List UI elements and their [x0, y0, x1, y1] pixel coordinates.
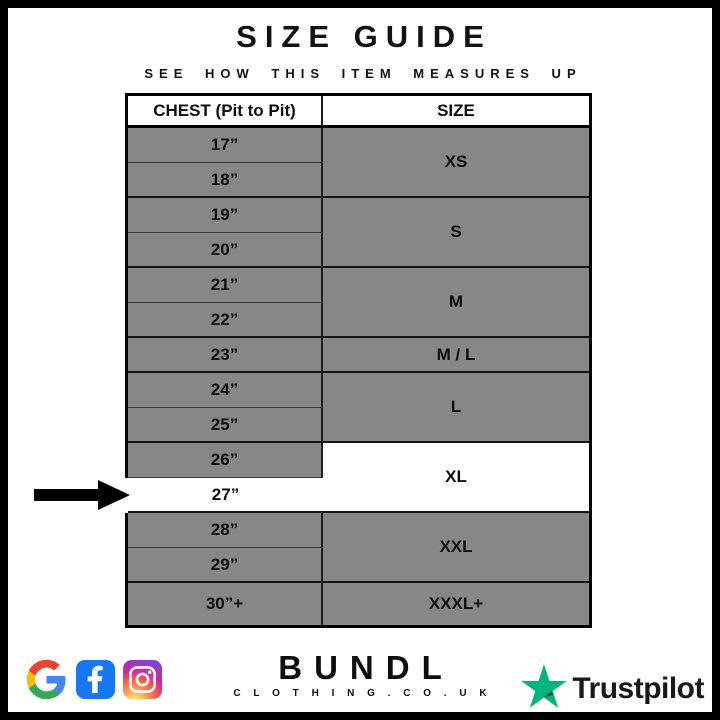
brand-name: BUNDL — [278, 649, 454, 686]
chest-cell: 28” — [128, 513, 323, 548]
size-cell: L — [323, 373, 589, 443]
size-table: CHEST (Pit to Pit) SIZE 17” 18” XS 19” 20” S 2… — [125, 93, 592, 628]
chest-cell: 21” — [128, 268, 323, 303]
size-cell: XXXL+ — [323, 583, 589, 625]
chest-cell: 19” — [128, 198, 323, 233]
facebook-icon — [76, 660, 115, 704]
chest-cell: 25” — [128, 408, 323, 443]
social-icons — [25, 658, 162, 706]
instagram-icon — [123, 660, 162, 704]
chest-cell: 30”+ — [128, 583, 323, 625]
google-icon — [25, 658, 68, 706]
size-table-wrap: CHEST (Pit to Pit) SIZE 17” 18” XS 19” 20” S 2… — [125, 93, 592, 628]
page-title: SIZE GUIDE — [236, 19, 492, 54]
highlight-arrow-icon — [34, 480, 130, 515]
chest-cell: 29” — [128, 548, 323, 583]
chest-cell: 22” — [128, 303, 323, 338]
size-cell: M / L — [323, 338, 589, 373]
trustpilot-logo: Trustpilot — [521, 664, 704, 712]
column-header-chest: CHEST (Pit to Pit) — [128, 96, 323, 128]
trustpilot-star-icon — [521, 664, 568, 712]
trustpilot-wordmark: Trustpilot — [572, 671, 704, 705]
chest-cell: 24” — [128, 373, 323, 408]
size-cell: XXL — [323, 513, 589, 583]
size-cell: XS — [323, 128, 589, 198]
brand-logo: BUNDL C L O T H I N G . C O . U K — [228, 649, 491, 699]
chest-cell: 20” — [128, 233, 323, 268]
size-cell: M — [323, 268, 589, 338]
column-header-size: SIZE — [323, 96, 589, 128]
size-cell: S — [323, 198, 589, 268]
chest-cell: 18” — [128, 163, 323, 198]
chest-cell: 23” — [128, 338, 323, 373]
chest-cell: 17” — [128, 128, 323, 163]
chest-cell: 27” — [128, 478, 323, 513]
brand-subtext: C L O T H I N G . C O . U K — [233, 688, 492, 699]
size-cell: XL — [323, 443, 589, 513]
page-subtitle: SEE HOW THIS ITEM MEASURES UP — [144, 66, 582, 81]
chest-cell: 26” — [128, 443, 323, 478]
